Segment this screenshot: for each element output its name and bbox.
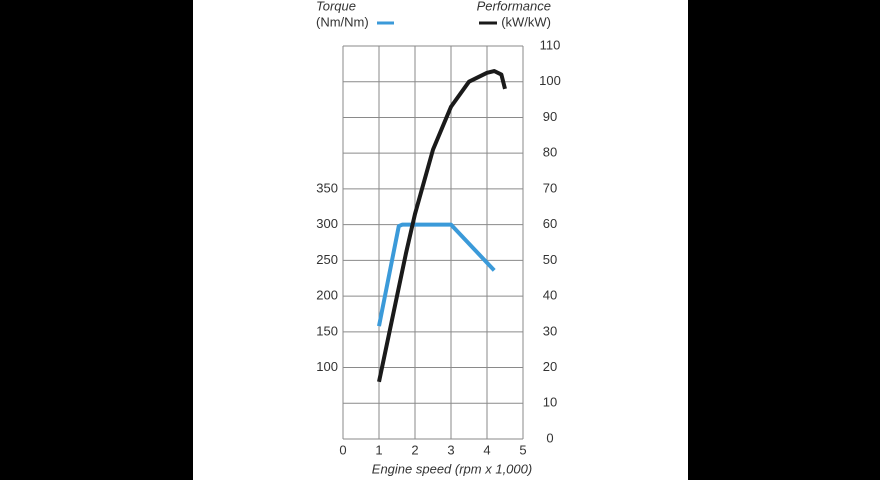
series-line	[377, 69, 507, 383]
x-tick-label: 4	[483, 442, 490, 457]
y2-tick-label: 50	[543, 252, 557, 267]
y-tick-label: 100	[316, 359, 338, 374]
y2-tick-label: 30	[543, 323, 557, 338]
y-tick-label: 200	[316, 288, 338, 303]
y2-tick-label: 20	[543, 359, 557, 374]
y2-tick-label: 100	[539, 73, 561, 88]
y2-tick-label: 60	[543, 216, 557, 231]
y-tick-label: 250	[316, 252, 338, 267]
y-tick-label: 150	[316, 323, 338, 338]
y2-tick-label: 90	[543, 109, 557, 124]
x-tick-label: 3	[447, 442, 454, 457]
y2-tick-label: 40	[543, 288, 557, 303]
y2-tick-label: 70	[543, 180, 557, 195]
legend-unit: (kW/kW)	[501, 14, 551, 29]
x-tick-label: 1	[375, 442, 382, 457]
x-tick-label: 2	[411, 442, 418, 457]
y2-tick-label: 10	[543, 395, 557, 410]
y-tick-label: 350	[316, 180, 338, 195]
x-tick-label: 0	[339, 442, 346, 457]
legend-label: Torque	[316, 0, 356, 13]
y2-tick-label: 110	[540, 37, 561, 52]
y2-tick-label: 0	[546, 430, 553, 445]
legend-unit: (Nm/Nm)	[316, 14, 369, 29]
legend-label: Performance	[477, 0, 551, 13]
y2-tick-label: 80	[543, 145, 557, 160]
x-tick-label: 5	[519, 442, 526, 457]
series-line	[377, 222, 496, 327]
y-tick-label: 300	[316, 216, 338, 231]
x-axis-label: Engine speed (rpm x 1,000)	[372, 461, 532, 476]
background	[193, 0, 688, 480]
